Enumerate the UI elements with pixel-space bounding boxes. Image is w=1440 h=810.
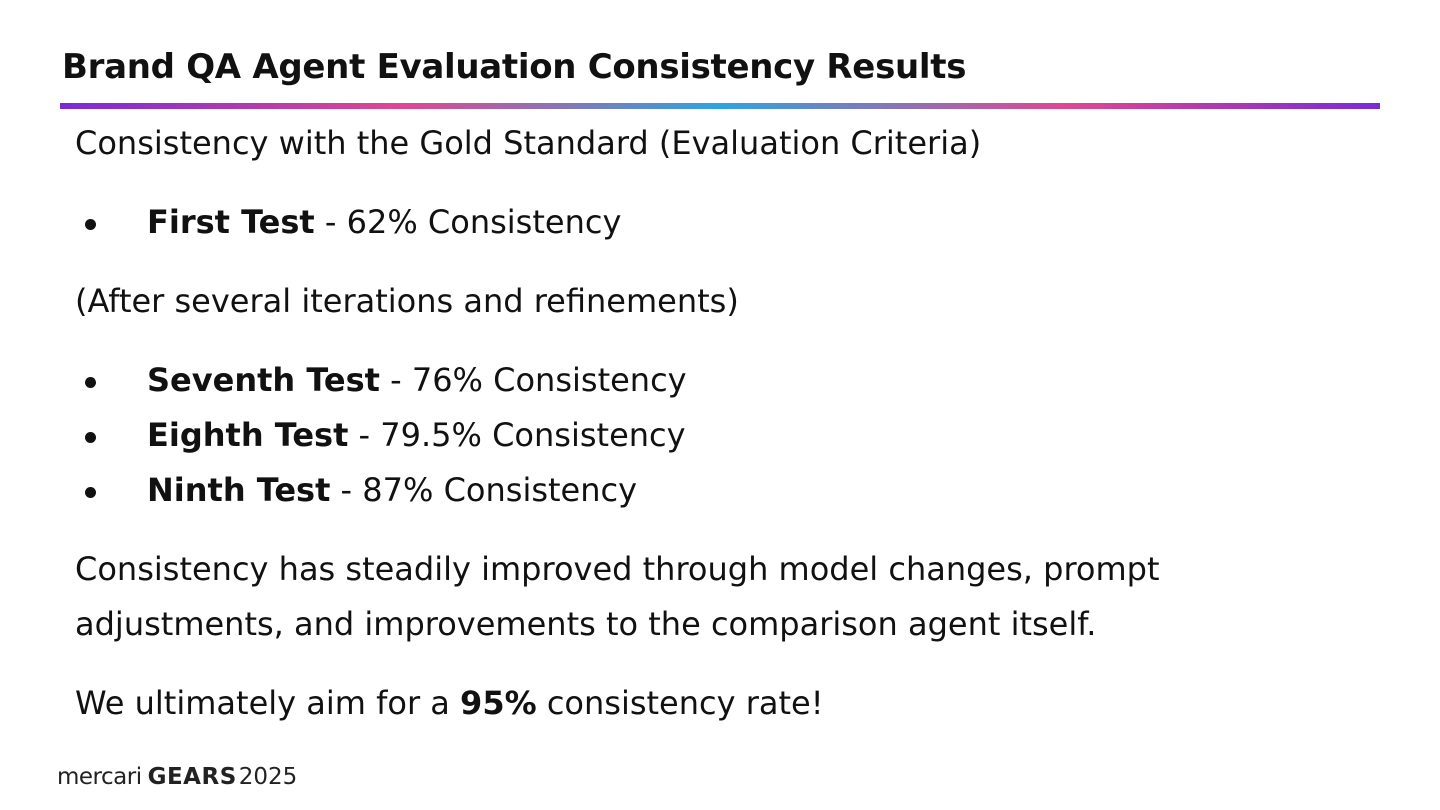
list-item: Seventh Test - 76% Consistency — [75, 353, 1365, 408]
bullet-icon — [85, 377, 96, 388]
event-wordmark: GEARS — [147, 764, 237, 790]
first-test-list: First Test - 62% Consistency — [75, 195, 1365, 250]
list-item: First Test - 62% Consistency — [75, 195, 1365, 250]
test-label: Seventh Test — [147, 361, 380, 399]
goal-value: 95% — [460, 684, 537, 722]
test-label: Ninth Test — [147, 471, 331, 509]
title-gradient-divider — [60, 103, 1380, 109]
goal-text: We ultimately aim for a 95% consistency … — [75, 676, 1365, 731]
brand-wordmark: mercari — [57, 764, 142, 790]
list-item: Eighth Test - 79.5% Consistency — [75, 408, 1365, 463]
later-tests-list: Seventh Test - 76% Consistency Eighth Te… — [75, 353, 1365, 518]
goal-suffix: consistency rate! — [536, 684, 824, 722]
goal-prefix: We ultimately aim for a — [75, 684, 461, 722]
footer-logo: mercari GEARS2025 — [57, 762, 297, 792]
slide-body: Consistency with the Gold Standard (Eval… — [75, 116, 1365, 731]
test-label: First Test — [147, 203, 315, 241]
bullet-icon — [85, 487, 96, 498]
test-result: - 79.5% Consistency — [348, 416, 686, 454]
bullet-icon — [85, 219, 96, 230]
list-item: Ninth Test - 87% Consistency — [75, 463, 1365, 518]
summary-text: Consistency has steadily improved throug… — [75, 550, 1160, 643]
test-result: - 62% Consistency — [314, 203, 622, 241]
test-result: - 76% Consistency — [379, 361, 687, 399]
test-label: Eighth Test — [147, 416, 349, 454]
slide-title: Brand QA Agent Evaluation Consistency Re… — [62, 47, 967, 87]
intro-text: Consistency with the Gold Standard (Eval… — [75, 124, 982, 162]
iterations-note: (After several iterations and refinement… — [75, 282, 739, 320]
bullet-icon — [85, 432, 96, 443]
event-year: 2025 — [238, 764, 298, 790]
test-result: - 87% Consistency — [330, 471, 638, 509]
